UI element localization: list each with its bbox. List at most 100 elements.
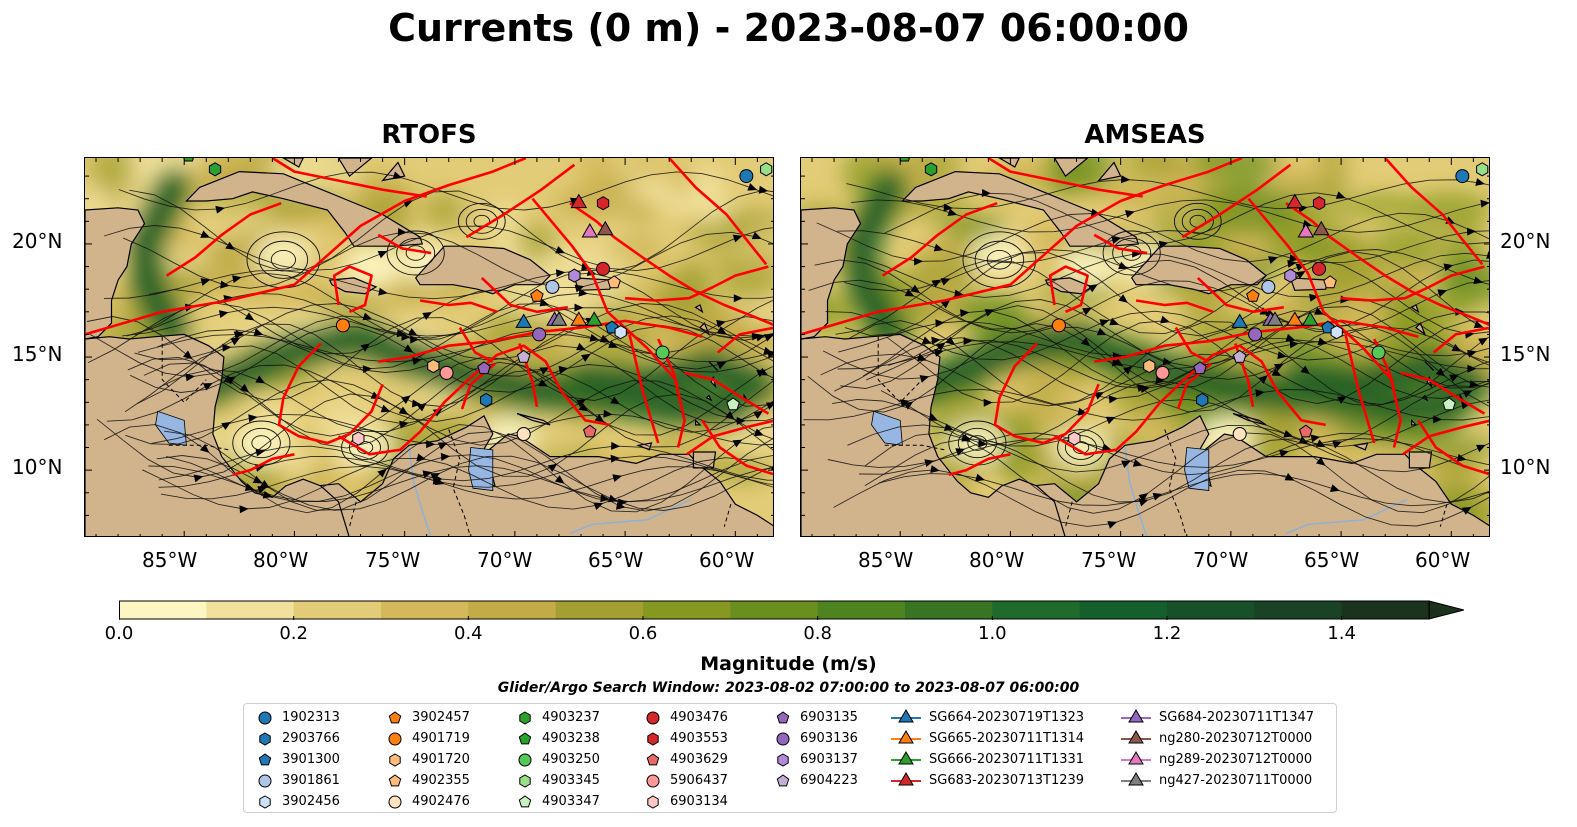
legend-marker-4903237[interactable]	[519, 711, 531, 725]
marker-1902313[interactable]	[739, 169, 754, 184]
legend-marker-6903136[interactable]	[776, 732, 790, 746]
marker-ng280-20230712T0000[interactable]	[1312, 220, 1330, 236]
marker-4903250[interactable]	[655, 345, 670, 360]
marker-3902457[interactable]	[1246, 288, 1260, 302]
legend-marker-SG666-20230711T1331[interactable]	[898, 751, 914, 765]
marker-3902457[interactable]	[530, 288, 544, 302]
marker-2903766[interactable]	[1196, 392, 1209, 408]
legend-marker-4902476[interactable]	[388, 795, 402, 809]
circle-marker-icon	[258, 774, 272, 788]
marker-6904223[interactable]	[516, 349, 531, 363]
marker-3901861[interactable]	[1261, 279, 1276, 294]
marker-SG683-20230713T1239[interactable]	[570, 193, 588, 209]
marker-4903629[interactable]	[583, 424, 597, 438]
legend-marker-4903476[interactable]	[646, 711, 660, 725]
marker-4903345[interactable]	[760, 162, 773, 177]
marker-ng289-20230712T0000[interactable]	[1297, 222, 1315, 238]
marker-ng289-20230712T0000[interactable]	[581, 222, 599, 238]
legend-marker-6903134[interactable]	[647, 795, 659, 809]
marker-4903238[interactable]	[898, 158, 910, 162]
legend-marker-4903553[interactable]	[647, 732, 659, 746]
marker-4901719[interactable]	[335, 318, 350, 333]
marker-2903766[interactable]	[480, 392, 493, 408]
legend-marker-6903135[interactable]	[776, 711, 790, 724]
legend-marker-ng427-20230711T0000[interactable]	[1128, 772, 1144, 786]
marker-3901861[interactable]	[545, 279, 560, 294]
marker-4903237[interactable]	[924, 162, 938, 177]
legend-marker-4901720[interactable]	[389, 753, 401, 767]
marker-ng280-20230712T0000[interactable]	[596, 220, 614, 236]
legend-marker-SG665-20230711T1314[interactable]	[898, 730, 914, 744]
marker-6903137[interactable]	[1284, 268, 1297, 283]
track-line	[948, 453, 1011, 476]
legend-marker-SG683-20230713T1239[interactable]	[898, 772, 914, 786]
legend-marker-5906437[interactable]	[646, 774, 660, 788]
marker-4902355[interactable]	[607, 275, 621, 289]
legend-marker-4903345[interactable]	[519, 774, 531, 788]
marker-5906437[interactable]	[439, 365, 454, 380]
marker-SG665-20230711T1314[interactable]	[1286, 311, 1304, 326]
marker-SG664-20230719T1323[interactable]	[1231, 313, 1249, 328]
streamline-arrow	[1480, 199, 1489, 208]
marker-6903135[interactable]	[477, 361, 491, 375]
legend-marker-6904223[interactable]	[776, 774, 790, 787]
legend-marker-4903347[interactable]	[518, 795, 532, 808]
marker-6903136[interactable]	[532, 327, 547, 342]
legend-marker-3901861[interactable]	[258, 774, 272, 788]
marker-4903347[interactable]	[726, 397, 740, 411]
streamline-arrow	[943, 203, 953, 212]
rtofs-map[interactable]	[84, 157, 774, 537]
legend-marker-4903629[interactable]	[646, 753, 660, 766]
marker-4901720[interactable]	[427, 359, 440, 374]
marker-6904223[interactable]	[1232, 349, 1247, 363]
marker-6903136[interactable]	[1248, 327, 1263, 342]
amseas-map[interactable]	[800, 157, 1490, 537]
legend-marker-4901719[interactable]	[388, 732, 402, 746]
marker-ng427-20230711T0000[interactable]	[550, 311, 568, 326]
marker-4901720[interactable]	[1143, 359, 1156, 374]
legend-marker-4903238[interactable]	[518, 732, 532, 745]
marker-6903134[interactable]	[352, 431, 365, 446]
marker-4901719[interactable]	[1051, 318, 1066, 333]
marker-4903553[interactable]	[1312, 196, 1326, 211]
marker-SG666-20230711T1331[interactable]	[585, 311, 603, 326]
legend-marker-SG684-20230711T1347[interactable]	[1128, 709, 1144, 723]
marker-SG665-20230711T1314[interactable]	[570, 311, 588, 326]
marker-SG683-20230713T1239[interactable]	[1286, 193, 1304, 209]
marker-4903347[interactable]	[1442, 397, 1456, 411]
marker-3902456[interactable]	[1330, 325, 1343, 340]
legend-marker-ng289-20230712T0000[interactable]	[1128, 751, 1144, 765]
marker-3902456[interactable]	[614, 325, 627, 340]
legend-marker-4903250[interactable]	[518, 753, 532, 767]
marker-4903345[interactable]	[1476, 162, 1489, 177]
marker-4903629[interactable]	[1299, 424, 1313, 438]
marker-4903238[interactable]	[182, 158, 194, 162]
marker-4903237[interactable]	[208, 162, 222, 177]
marker-5906437[interactable]	[1155, 365, 1170, 380]
marker-4903476[interactable]	[1312, 261, 1327, 276]
legend-marker-4902355[interactable]	[388, 774, 402, 787]
legend-label: ng427-20230711T0000	[1159, 772, 1313, 788]
legend-marker-1902313[interactable]	[258, 711, 272, 725]
streamline-arrow	[574, 284, 585, 293]
marker-4902355[interactable]	[1323, 275, 1337, 289]
legend-marker-ng280-20230712T0000[interactable]	[1128, 730, 1144, 744]
marker-4902476[interactable]	[516, 426, 531, 441]
legend-marker-SG664-20230719T1323[interactable]	[898, 709, 914, 723]
legend-marker-3902457[interactable]	[388, 711, 402, 724]
marker-4903553[interactable]	[596, 196, 610, 211]
marker-4902476[interactable]	[1232, 426, 1247, 441]
marker-1902313[interactable]	[1455, 169, 1470, 184]
marker-ng427-20230711T0000[interactable]	[1266, 311, 1284, 326]
marker-SG666-20230711T1331[interactable]	[1301, 311, 1319, 326]
legend-marker-6903137[interactable]	[777, 753, 789, 767]
legend-marker-3901300[interactable]	[258, 753, 272, 766]
legend-marker-2903766[interactable]	[259, 732, 271, 746]
marker-4903476[interactable]	[596, 261, 611, 276]
marker-6903137[interactable]	[568, 268, 581, 283]
marker-SG664-20230719T1323[interactable]	[515, 313, 533, 328]
legend-marker-3902456[interactable]	[259, 795, 271, 809]
marker-4903250[interactable]	[1371, 345, 1386, 360]
marker-6903135[interactable]	[1193, 361, 1207, 375]
marker-6903134[interactable]	[1068, 431, 1081, 446]
